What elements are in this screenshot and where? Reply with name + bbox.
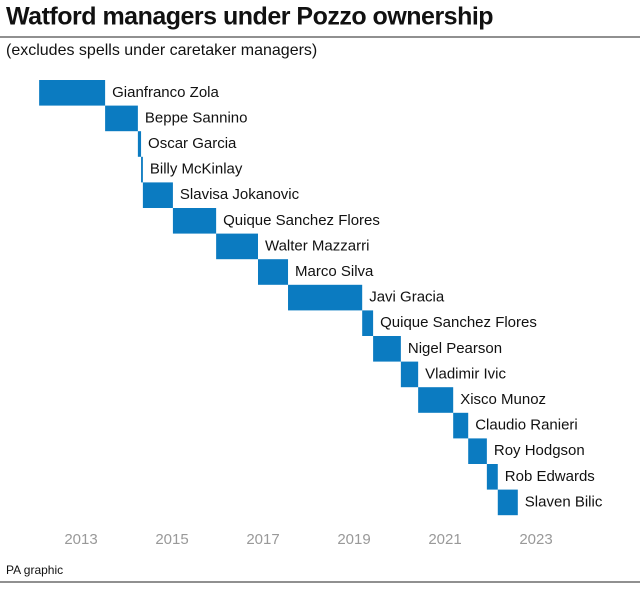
bar [468, 438, 487, 464]
bar [39, 80, 106, 106]
bar [362, 310, 374, 336]
bar-label: Billy McKinlay [150, 161, 243, 178]
x-tick-label: 2015 [155, 531, 188, 548]
bar-label: Xisco Munoz [460, 391, 546, 408]
bar [105, 105, 138, 132]
bar [288, 284, 363, 311]
x-tick-label: 2017 [246, 531, 279, 548]
bar [142, 182, 173, 208]
bar-label: Roy Hodgson [494, 442, 585, 459]
bar-label: Oscar Garcia [148, 135, 237, 152]
bar [400, 361, 419, 388]
x-tick-label: 2013 [64, 531, 97, 548]
bar [257, 259, 289, 285]
bar-label: Beppe Sannino [145, 109, 248, 126]
bar [453, 412, 469, 439]
bar-label: Javi Gracia [369, 289, 445, 306]
bar-label: Quique Sanchez Flores [380, 314, 537, 331]
bar-label: Marco Silva [295, 263, 374, 280]
bar [137, 131, 142, 157]
bar [497, 489, 518, 516]
bar-label: Rob Edwards [505, 468, 595, 485]
x-tick-label: 2019 [337, 531, 370, 548]
bar-label: Gianfranco Zola [112, 84, 219, 101]
bar-label: Claudio Ranieri [475, 417, 578, 434]
bar [172, 208, 217, 234]
source: PA graphic [6, 563, 63, 577]
bar-label: Slavisa Jokanovic [180, 186, 300, 203]
bar-label: Slaven Bilic [525, 493, 603, 510]
chart-title: Watford managers under Pozzo ownership [6, 3, 493, 31]
bar-label: Walter Mazzarri [265, 237, 369, 254]
x-tick-label: 2021 [428, 531, 461, 548]
bar [216, 233, 258, 260]
bar [373, 336, 401, 362]
chart-subtitle: (excludes spells under caretaker manager… [6, 42, 317, 59]
x-tick-label: 2023 [519, 531, 552, 548]
bar-label: Nigel Pearson [408, 340, 502, 357]
bar [418, 387, 454, 413]
bar-label: Vladimir Ivic [425, 365, 506, 382]
bar-label: Quique Sanchez Flores [223, 212, 380, 229]
bar [486, 464, 498, 490]
bar [141, 156, 143, 183]
